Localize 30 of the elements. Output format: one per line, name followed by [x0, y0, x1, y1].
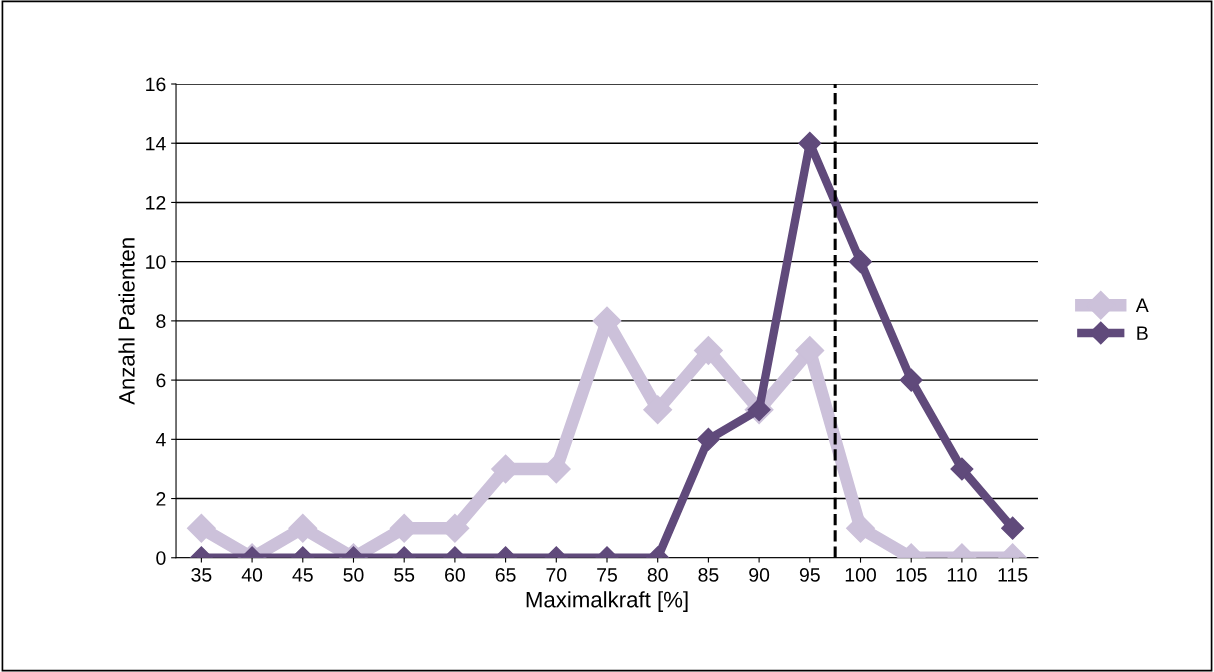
legend-label: B: [1137, 326, 1148, 340]
legend-label: A: [1135, 298, 1149, 312]
x-tick-label: 65: [495, 568, 516, 582]
y-tick-label: 6: [156, 373, 166, 388]
y-tick-label: 14: [146, 136, 166, 151]
y-tick-label: 0: [156, 551, 166, 565]
x-tick-label: 40: [241, 568, 263, 582]
y-tick-label: 10: [146, 255, 166, 269]
x-axis-title: Maximalkraft [%]: [526, 591, 688, 612]
x-tick-label: 55: [394, 568, 415, 582]
y-tick-label: 4: [155, 432, 166, 447]
y-tick-label: 2: [156, 492, 166, 506]
x-tick-label: 100: [845, 568, 876, 582]
x-tick-label: 35: [191, 568, 212, 582]
x-tick-label: 95: [799, 568, 820, 582]
y-tick-label: 16: [146, 77, 166, 92]
x-tick-label: 105: [896, 568, 927, 582]
x-tick-label: 115: [998, 568, 1028, 582]
x-tick-label: 90: [749, 568, 770, 582]
y-axis-title: Anzahl Patienten: [118, 238, 135, 405]
x-tick-label: 80: [647, 568, 668, 582]
y-tick-label: 12: [146, 195, 166, 210]
y-tick-label: 8: [156, 314, 166, 329]
x-tick-label: 70: [546, 568, 567, 582]
x-tick-label: 75: [597, 568, 617, 582]
x-tick-label: 85: [698, 568, 719, 582]
x-tick-label: 60: [445, 568, 465, 582]
x-tick-label: 45: [292, 568, 313, 582]
x-tick-label: 110: [947, 568, 977, 582]
x-tick-label: 50: [343, 568, 364, 582]
